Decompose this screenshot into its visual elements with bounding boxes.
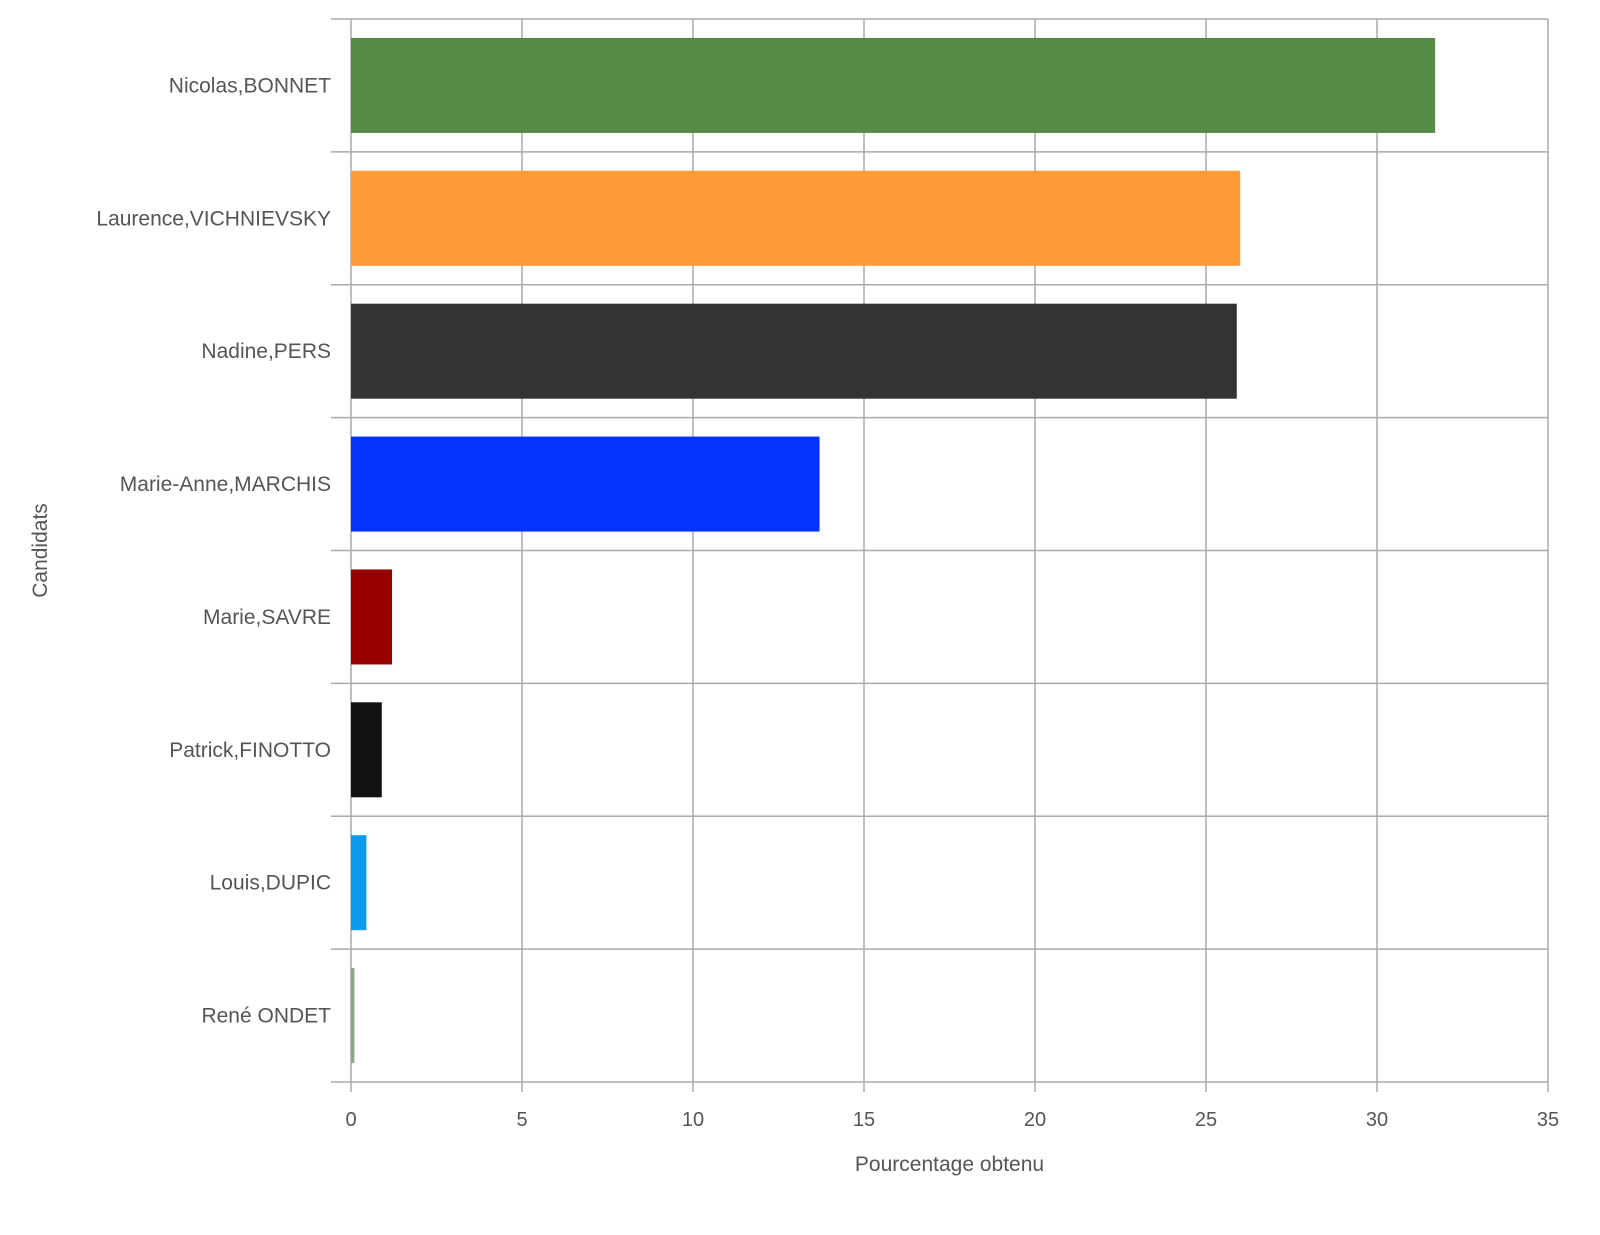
category-label: Marie,SAVRE	[203, 606, 331, 629]
category-labels: Nicolas,BONNET Laurence,VICHNIEVSKY Nadine…	[96, 74, 331, 1027]
x-tick-label: 5	[516, 1109, 527, 1131]
x-tick-label: 25	[1195, 1109, 1217, 1131]
y-axis-title: Candidats	[29, 503, 52, 598]
category-label: Louis,DUPIC	[210, 872, 331, 895]
x-tick-label: 20	[1024, 1109, 1046, 1131]
x-tick-labels: 0 5 10 15 20 25 30 35	[345, 1109, 1559, 1131]
x-tick-label: 0	[345, 1109, 356, 1131]
bar	[351, 569, 393, 665]
x-tick-label: 15	[853, 1109, 875, 1131]
x-tick-label: 30	[1366, 1109, 1388, 1131]
bars	[351, 37, 1436, 1064]
category-label: Laurence,VICHNIEVSKY	[96, 207, 331, 230]
x-tick-label: 35	[1537, 1109, 1559, 1131]
x-tick-label: 10	[682, 1109, 704, 1131]
x-axis-title: Pourcentage obtenu	[855, 1153, 1044, 1176]
category-label: Patrick,FINOTTO	[169, 739, 331, 762]
bar	[351, 968, 355, 1064]
bar	[351, 835, 367, 931]
bar	[351, 170, 1241, 266]
category-label: René ONDET	[201, 1005, 331, 1028]
bar	[351, 37, 1436, 133]
bar	[351, 702, 382, 798]
bar	[351, 303, 1237, 399]
bar	[351, 436, 820, 532]
category-label: Nicolas,BONNET	[169, 74, 331, 97]
category-label: Nadine,PERS	[201, 340, 331, 363]
category-label: Marie-Anne,MARCHIS	[120, 473, 331, 496]
